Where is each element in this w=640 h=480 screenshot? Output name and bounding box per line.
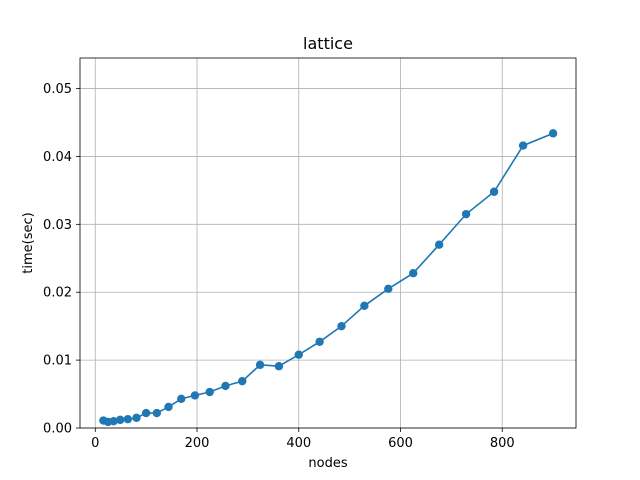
data-point bbox=[238, 376, 247, 386]
x-tick-label: 0 bbox=[91, 436, 99, 451]
axis-ticks: 0 200 400 600 800 0.00 0.01 0.02 0.03 0.04 0.05 bbox=[43, 82, 515, 451]
plot-frame bbox=[79, 57, 577, 429]
data-point bbox=[115, 415, 125, 425]
x-tick-label: 600 bbox=[388, 436, 413, 451]
data-point bbox=[132, 413, 141, 423]
data-point bbox=[109, 417, 118, 426]
data-point bbox=[274, 362, 284, 371]
data-point bbox=[123, 414, 133, 424]
data-point bbox=[360, 301, 369, 310]
data-point bbox=[164, 402, 173, 412]
y-tick-label: 0.01 bbox=[43, 354, 72, 369]
y-tick-label: 0.04 bbox=[43, 150, 72, 165]
chart-title: lattice bbox=[303, 34, 353, 53]
y-tick-label: 0.02 bbox=[43, 286, 72, 301]
data-point bbox=[205, 387, 214, 397]
data-point bbox=[177, 394, 186, 404]
data-point bbox=[255, 360, 265, 370]
y-tick-label: 0.03 bbox=[43, 218, 72, 233]
data-point bbox=[461, 209, 471, 219]
data-point bbox=[409, 269, 418, 278]
data-point bbox=[384, 284, 393, 294]
data-point bbox=[518, 141, 528, 150]
x-tick-label: 200 bbox=[185, 436, 210, 451]
data-point bbox=[141, 408, 151, 418]
x-axis-label: nodes bbox=[308, 456, 347, 471]
x-tick-label: 800 bbox=[490, 436, 515, 451]
y-tick-label: 0.00 bbox=[43, 422, 72, 437]
data-point bbox=[489, 187, 499, 196]
data-point bbox=[190, 391, 200, 400]
data-point bbox=[221, 381, 230, 391]
y-axis-label: time(sec) bbox=[21, 212, 36, 273]
data-point bbox=[337, 321, 346, 331]
data-point bbox=[434, 240, 444, 249]
data-point bbox=[152, 408, 162, 418]
data-point bbox=[294, 350, 303, 359]
data-point bbox=[315, 337, 324, 346]
plot-series bbox=[99, 129, 558, 427]
data-point bbox=[548, 129, 558, 138]
x-tick-label: 400 bbox=[286, 436, 311, 451]
y-tick-label: 0.05 bbox=[43, 82, 72, 97]
